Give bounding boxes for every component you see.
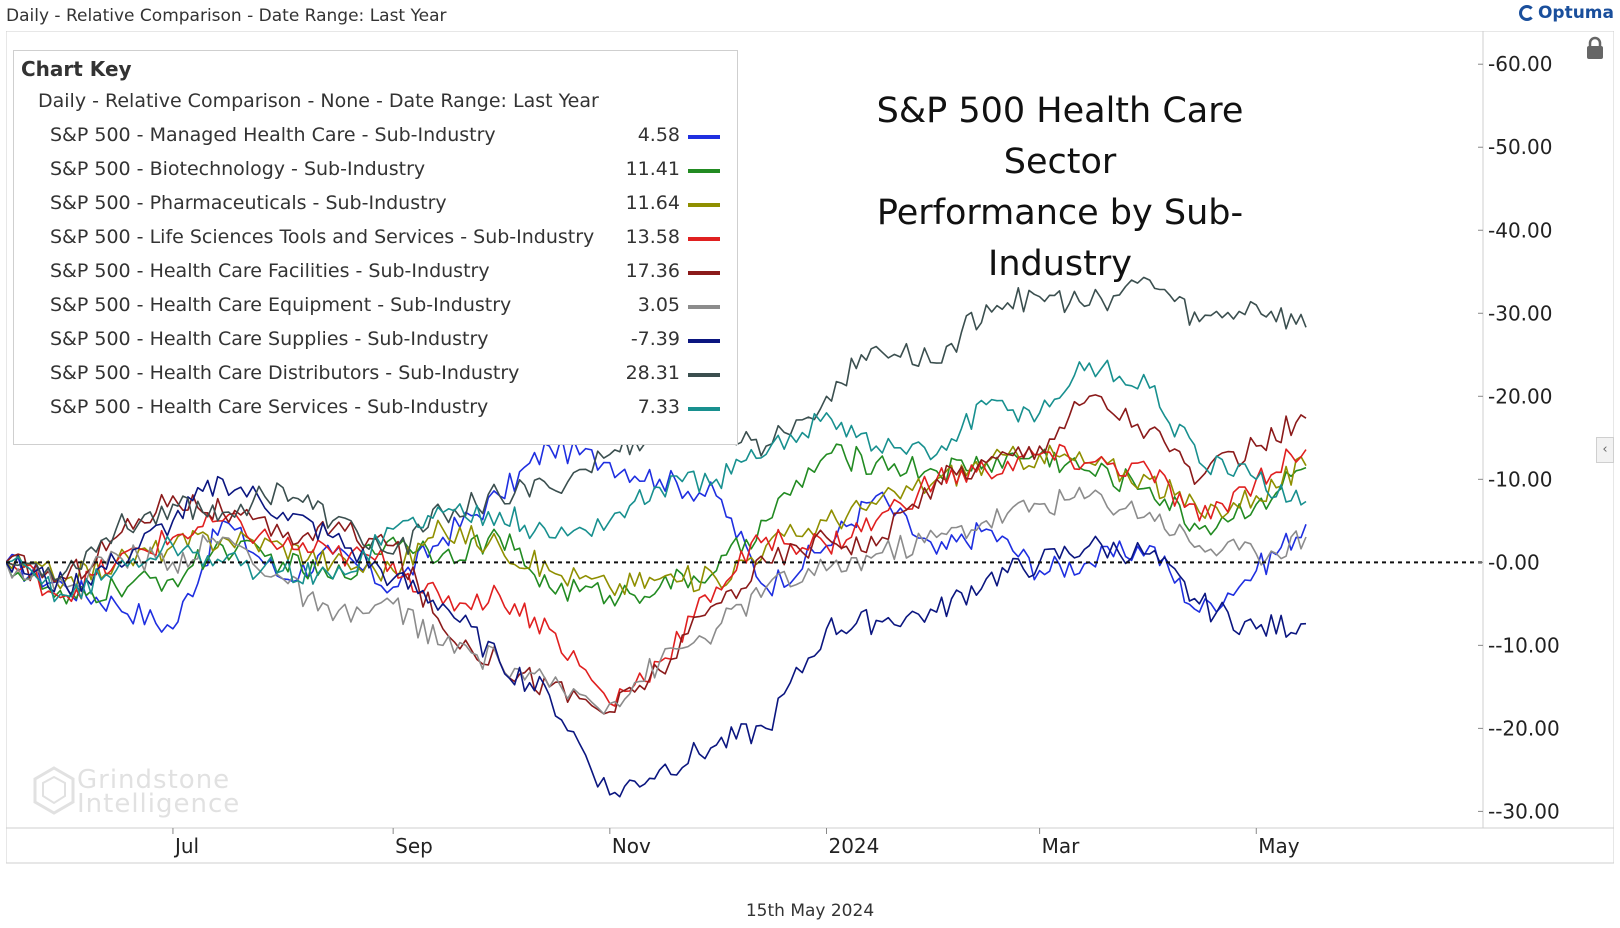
series-layer (6, 276, 1307, 798)
legend-series-name: S&P 500 - Health Care Services - Sub-Ind… (50, 396, 489, 418)
legend-series-name: S&P 500 - Health Care Distributors - Sub… (50, 362, 520, 384)
series-line (6, 443, 1307, 607)
legend-row[interactable]: S&P 500 - Health Care Equipment - Sub-In… (50, 294, 720, 324)
y-axis: -60.00 -50.00 -40.00 -30.00 -20.00 -10.00 -0.0… (1478, 52, 1560, 823)
lock-icon[interactable] (1584, 36, 1606, 60)
brand-name: Optuma (1537, 3, 1614, 23)
legend-color-swatch (688, 407, 720, 411)
optuma-logo-icon (1518, 5, 1535, 21)
x-tick-label: Sep (395, 834, 433, 858)
x-axis: Jul Sep Nov 2024 Mar May (172, 828, 1300, 858)
legend-row[interactable]: S&P 500 - Health Care Supplies - Sub-Ind… (50, 328, 720, 358)
legend-color-swatch (688, 373, 720, 377)
legend-series-value: 3.05 (637, 294, 680, 316)
x-tick-label: Nov (612, 834, 651, 858)
chart-title: S&P 500 Health Care Sector Performance b… (840, 86, 1280, 290)
legend-row[interactable]: S&P 500 - Pharmaceuticals - Sub-Industry… (50, 192, 720, 222)
watermark-line-2: Intelligence (77, 789, 241, 819)
legend-color-swatch (688, 237, 720, 241)
legend-series-value: 4.58 (637, 124, 680, 146)
legend-color-swatch (688, 339, 720, 343)
legend-series-name: S&P 500 - Health Care Supplies - Sub-Ind… (50, 328, 489, 350)
legend-series-value: 13.58 (625, 226, 680, 248)
legend-series-value: 28.31 (625, 362, 680, 384)
watermark-line-1: Grindstone (77, 765, 231, 795)
x-tick-label: 2024 (828, 834, 879, 858)
chart-key-title: Chart Key (21, 57, 132, 81)
grindstone-logo-icon (33, 766, 75, 815)
legend-series-value: 7.33 (637, 396, 680, 418)
y-tick-label: --20.00 (1488, 716, 1560, 740)
legend-series-value: 17.36 (625, 260, 680, 282)
legend-color-swatch (688, 169, 720, 173)
chart-key-subtitle: Daily - Relative Comparison - None - Dat… (38, 90, 599, 112)
y-tick-label: -20.00 (1488, 384, 1552, 408)
legend-series-name: S&P 500 - Life Sciences Tools and Servic… (50, 226, 595, 248)
brand-logo: Optuma (1518, 3, 1614, 23)
legend-row[interactable]: S&P 500 - Health Care Distributors - Sub… (50, 362, 720, 392)
series-line (6, 475, 1307, 798)
y-tick-label: -30.00 (1488, 301, 1552, 325)
legend-series-name: S&P 500 - Health Care Equipment - Sub-In… (50, 294, 512, 316)
y-tick-label: --30.00 (1488, 799, 1560, 823)
y-axis-panel (1482, 31, 1614, 829)
legend-color-swatch (688, 135, 720, 139)
chart-title-line-2: Performance by Sub-Industry (876, 193, 1244, 284)
legend-series-value: 11.64 (625, 192, 680, 214)
y-tick-label: -50.00 (1488, 135, 1552, 159)
legend-row[interactable]: S&P 500 - Health Care Facilities - Sub-I… (50, 260, 720, 290)
legend-color-swatch (688, 203, 720, 207)
legend-color-swatch (688, 305, 720, 309)
watermark-logo: Grindstone Intelligence (32, 765, 242, 835)
chart-title-line-1: S&P 500 Health Care Sector (876, 91, 1244, 182)
x-tick-label: May (1258, 834, 1300, 858)
chevron-left-icon[interactable]: ‹ (1596, 437, 1614, 463)
legend-row[interactable]: S&P 500 - Life Sciences Tools and Servic… (50, 226, 720, 256)
legend-series-value: 11.41 (625, 158, 680, 180)
legend-row[interactable]: S&P 500 - Managed Health Care - Sub-Indu… (50, 124, 720, 154)
legend-series-name: S&P 500 - Health Care Facilities - Sub-I… (50, 260, 490, 282)
y-tick-label: -0.00 (1488, 550, 1540, 574)
x-tick-label: Jul (173, 834, 199, 858)
chart-header-title: Daily - Relative Comparison - Date Range… (6, 6, 447, 26)
series-line (6, 486, 1307, 715)
y-tick-label: -40.00 (1488, 218, 1552, 242)
x-tick-label: Mar (1042, 834, 1081, 858)
legend-series-value: -7.39 (630, 328, 680, 350)
legend-row[interactable]: S&P 500 - Biotechnology - Sub-Industry 11… (50, 158, 720, 188)
y-tick-label: -60.00 (1488, 52, 1552, 76)
y-tick-label: -10.00 (1488, 467, 1552, 491)
x-axis-panel (6, 827, 1614, 864)
legend-row[interactable]: S&P 500 - Health Care Services - Sub-Ind… (50, 396, 720, 426)
legend-series-name: S&P 500 - Biotechnology - Sub-Industry (50, 158, 426, 180)
legend-series-name: S&P 500 - Managed Health Care - Sub-Indu… (50, 124, 496, 146)
footer-date: 15th May 2024 (745, 901, 875, 921)
y-tick-label: --10.00 (1488, 633, 1560, 657)
legend-series-name: S&P 500 - Pharmaceuticals - Sub-Industry (50, 192, 447, 214)
chart-key-legend[interactable]: Chart Key Daily - Relative Comparison - … (13, 50, 738, 445)
legend-color-swatch (688, 271, 720, 275)
